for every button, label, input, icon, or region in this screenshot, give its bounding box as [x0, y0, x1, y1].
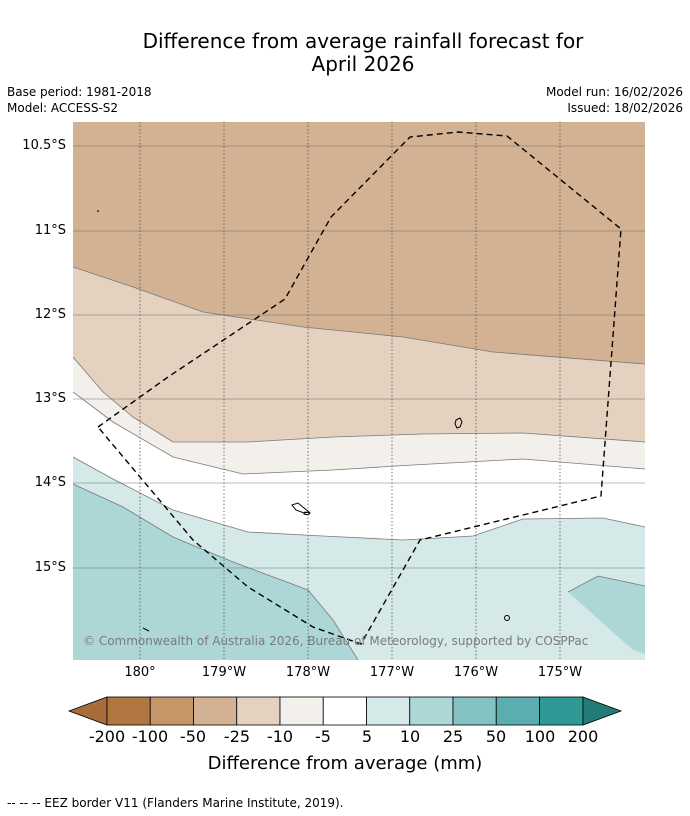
colorbar-label: 100	[524, 727, 556, 746]
islet-north	[97, 210, 99, 212]
lon-label-177w: 177°W	[369, 665, 415, 680]
lon-label-180: 180°	[124, 665, 156, 680]
colorbar-swatch	[149, 696, 194, 726]
issued-date: Issued: 18/02/2026	[567, 101, 683, 115]
graticule-parallels	[73, 145, 645, 569]
colorbar-label: -25	[223, 727, 251, 746]
colorbar-label: 10	[399, 727, 421, 746]
eez-legend: -- -- -- EEZ border V11 (Flanders Marine…	[7, 796, 344, 810]
colorbar-label: -10	[266, 727, 294, 746]
lat-label-12s: 12°S	[34, 307, 66, 322]
band-plus-25-east	[568, 576, 645, 654]
map-canvas	[73, 122, 645, 660]
colorbar-label: 5	[361, 727, 373, 746]
copyright-notice: © Commonwealth of Australia 2026, Bureau…	[83, 634, 589, 648]
rainfall-map: © Commonwealth of Australia 2026, Bureau…	[73, 122, 645, 660]
colorbar-swatch-extend-high	[582, 696, 623, 726]
colorbar-swatch	[279, 696, 324, 726]
title-line-2: April 2026	[311, 52, 415, 76]
colorbar-label: 200	[567, 727, 599, 746]
lon-label-176w: 176°W	[453, 665, 499, 680]
map-title: Difference from average rainfall forecas…	[0, 30, 690, 76]
colorbar-label: 50	[485, 727, 507, 746]
graticule-meridians	[139, 122, 561, 660]
meta-left: Base period: 1981-2018 Model: ACCESS-S2	[7, 84, 152, 116]
island-east	[454, 417, 463, 429]
model-name: Model: ACCESS-S2	[7, 101, 119, 115]
band-plus-25-west	[73, 484, 358, 660]
lat-label-11s: 11°S	[34, 223, 66, 238]
lat-label-15s: 15°S	[34, 560, 66, 575]
colorbar-label: -5	[315, 727, 331, 746]
model-run: Model run: 16/02/2026	[545, 85, 683, 99]
colorbar-label: -50	[179, 727, 207, 746]
colorbar-swatch	[452, 696, 497, 726]
lat-label-14s: 14°S	[34, 475, 66, 490]
colorbar-swatch	[495, 696, 540, 726]
colorbar-graphic	[67, 696, 623, 726]
colorbar-swatch-extend-low	[67, 696, 108, 726]
colorbar-label: 25	[442, 727, 464, 746]
colorbar-swatch	[106, 696, 151, 726]
island-south	[504, 615, 510, 621]
colorbar	[0, 690, 690, 730]
colorbar-swatch	[193, 696, 238, 726]
lon-label-178w: 178°W	[285, 665, 331, 680]
colorbar-title: Difference from average (mm)	[207, 753, 483, 774]
title-line-1: Difference from average rainfall forecas…	[142, 29, 584, 53]
colorbar-label: -200	[88, 727, 126, 746]
meta-right: Model run: 16/02/2026 Issued: 18/02/2026	[546, 84, 683, 116]
colorbar-label: -100	[131, 727, 169, 746]
islet-southwest	[142, 627, 150, 632]
colorbar-swatch	[236, 696, 281, 726]
islet-central	[303, 511, 312, 516]
lon-label-179w: 179°W	[201, 665, 247, 680]
band-edges	[73, 266, 645, 660]
colorbar-swatch	[539, 696, 584, 726]
eez-border	[96, 131, 622, 645]
island-central	[291, 502, 311, 514]
islands	[142, 417, 510, 632]
lat-label-10-5s: 10.5°S	[22, 138, 66, 153]
colorbar-swatch	[409, 696, 454, 726]
lon-label-175w: 175°W	[537, 665, 583, 680]
colorbar-swatch	[322, 696, 367, 726]
colorbar-swatch	[366, 696, 411, 726]
base-period: Base period: 1981-2018	[7, 85, 152, 99]
lat-label-13s: 13°S	[34, 391, 66, 406]
